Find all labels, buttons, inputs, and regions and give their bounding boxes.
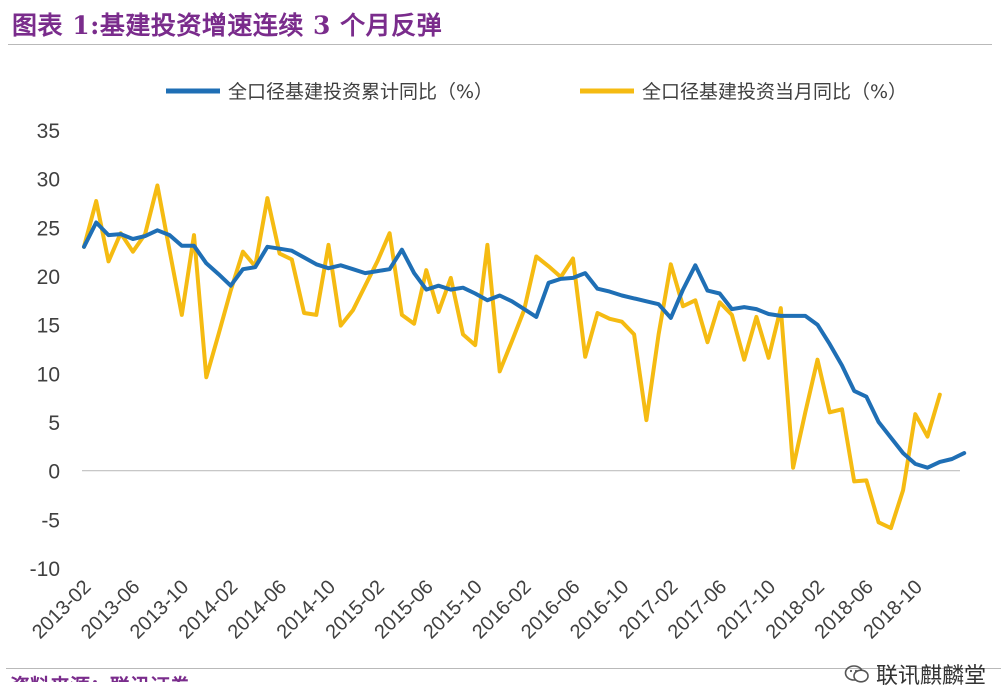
series-line-cumulative: [82, 220, 967, 470]
series-line-monthly: [82, 183, 942, 531]
series-layer: [82, 183, 967, 531]
title-divider: [8, 44, 992, 45]
legend: 全口径基建投资累计同比（%） 全口径基建投资当月同比（%）: [166, 81, 907, 103]
legend-item-cumulative: 全口径基建投资累计同比（%）: [166, 81, 493, 103]
footer: 资料来源：联讯证券: [6, 668, 1001, 682]
y-tick-label: 15: [37, 315, 60, 338]
y-tick-label: -10: [30, 558, 60, 581]
y-tick-label: 20: [37, 266, 60, 289]
chart-title: 图表 1:基建投资增速连续 3 个月反弹: [12, 11, 443, 40]
legend-item-monthly: 全口径基建投资当月同比（%）: [580, 81, 907, 103]
y-tick-label: 30: [37, 169, 60, 192]
y-tick-label: 35: [37, 120, 60, 143]
legend-label: 全口径基建投资累计同比（%）: [228, 81, 493, 103]
legend-label: 全口径基建投资当月同比（%）: [642, 81, 907, 103]
y-tick-label: -5: [41, 509, 60, 532]
y-tick-label: 5: [48, 412, 60, 435]
y-axis: -10 -5 0 5 10 15 20 25 30 35: [30, 120, 60, 581]
watermark-text: 联讯麒麟堂: [875, 664, 986, 689]
footer-divider: [6, 668, 1001, 669]
x-axis: 2013-022013-062013-102014-022014-062014-…: [28, 470, 960, 643]
y-tick-label: 10: [37, 363, 60, 386]
source-note: 资料来源：联讯证券: [10, 670, 190, 682]
y-tick-label: 25: [37, 217, 60, 240]
watermark: 联讯麒麟堂: [844, 658, 986, 690]
wechat-icon: [844, 665, 869, 683]
y-tick-label: 0: [48, 461, 60, 484]
